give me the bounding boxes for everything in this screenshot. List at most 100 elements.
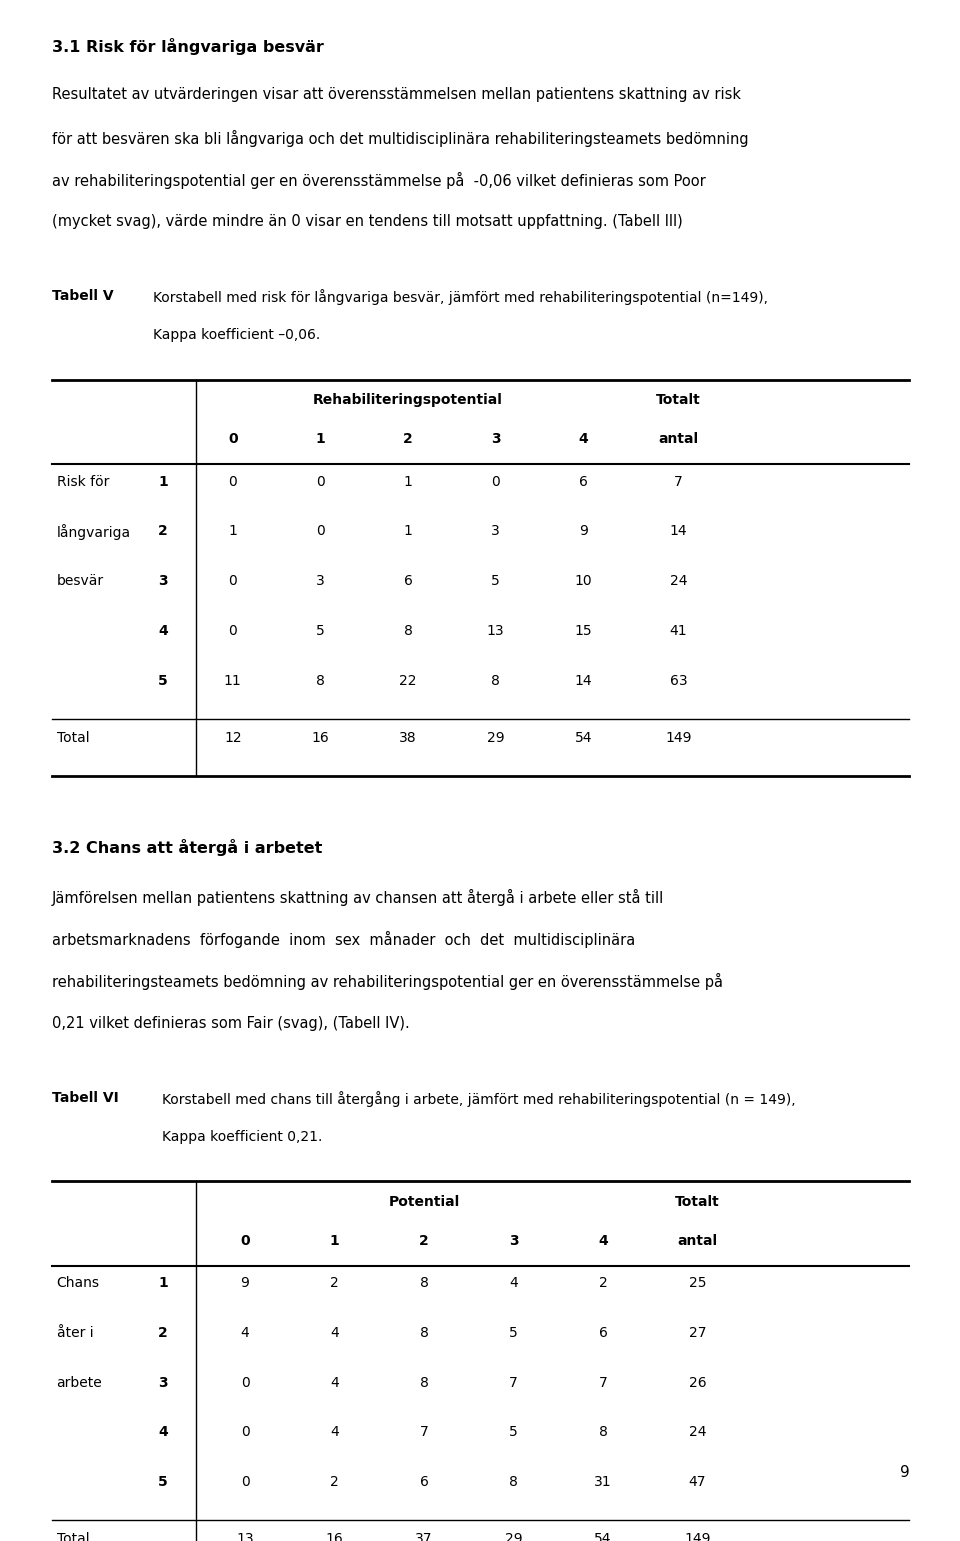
Text: 25: 25 (688, 1276, 707, 1290)
Text: 1: 1 (158, 1276, 168, 1290)
Text: 7: 7 (599, 1376, 608, 1390)
Text: 3: 3 (158, 1376, 168, 1390)
Text: 4: 4 (330, 1376, 339, 1390)
Text: Korstabell med chans till återgång i arbete, jämfört med rehabiliteringspotentia: Korstabell med chans till återgång i arb… (162, 1091, 796, 1106)
Text: 1: 1 (158, 475, 168, 488)
Text: 24: 24 (670, 575, 687, 589)
Text: 10: 10 (574, 575, 592, 589)
Text: Total: Total (57, 730, 89, 744)
Text: 0: 0 (241, 1425, 250, 1439)
Text: 2: 2 (420, 1234, 429, 1248)
Text: 0: 0 (241, 1376, 250, 1390)
Text: 15: 15 (574, 624, 592, 638)
Text: 8: 8 (403, 624, 413, 638)
Text: 11: 11 (224, 673, 242, 687)
Text: 0: 0 (228, 475, 237, 488)
Text: 0: 0 (316, 475, 324, 488)
Text: 29: 29 (505, 1532, 522, 1541)
Text: 3: 3 (491, 433, 500, 447)
Text: 5: 5 (509, 1425, 518, 1439)
Text: 4: 4 (579, 433, 588, 447)
Text: 9: 9 (241, 1276, 250, 1290)
Text: besvär: besvär (57, 575, 104, 589)
Text: 0: 0 (240, 1234, 250, 1248)
Text: 2: 2 (330, 1276, 339, 1290)
Text: 7: 7 (509, 1376, 518, 1390)
Text: av rehabiliteringspotential ger en överensstämmelse på  -0,06 vilket definieras : av rehabiliteringspotential ger en övere… (52, 171, 706, 190)
Text: 8: 8 (420, 1325, 428, 1341)
Text: 47: 47 (688, 1475, 707, 1489)
Text: 29: 29 (487, 730, 505, 744)
Text: 3: 3 (316, 575, 324, 589)
Text: 5: 5 (509, 1325, 518, 1341)
Text: 8: 8 (420, 1376, 428, 1390)
Text: 24: 24 (688, 1425, 707, 1439)
Text: rehabiliteringsteamets bedömning av rehabiliteringspotential ger en överensstämm: rehabiliteringsteamets bedömning av reha… (52, 974, 723, 991)
Text: Resultatet av utvärderingen visar att överensstämmelsen mellan patientens skattn: Resultatet av utvärderingen visar att öv… (52, 88, 741, 102)
Text: 0: 0 (241, 1475, 250, 1489)
Text: 4: 4 (158, 1425, 168, 1439)
Text: Rehabiliteringspotential: Rehabiliteringspotential (313, 393, 503, 407)
Text: Tabell V: Tabell V (52, 290, 113, 304)
Text: 1: 1 (403, 524, 413, 538)
Text: 7: 7 (674, 475, 683, 488)
Text: 12: 12 (224, 730, 242, 744)
Text: 1: 1 (403, 475, 413, 488)
Text: 5: 5 (158, 1475, 168, 1489)
Text: 149: 149 (665, 730, 692, 744)
Text: 8: 8 (492, 673, 500, 687)
Text: (mycket svag), värde mindre än 0 visar en tendens till motsatt uppfattning. (Tab: (mycket svag), värde mindre än 0 visar e… (52, 214, 683, 230)
Text: 4: 4 (330, 1425, 339, 1439)
Text: 6: 6 (599, 1325, 608, 1341)
Text: 16: 16 (312, 730, 329, 744)
Text: 14: 14 (670, 524, 687, 538)
Text: 9: 9 (579, 524, 588, 538)
Text: 0: 0 (492, 475, 500, 488)
Text: 37: 37 (416, 1532, 433, 1541)
Text: 8: 8 (316, 673, 324, 687)
Text: 1: 1 (316, 433, 325, 447)
Text: Korstabell med risk för långvariga besvär, jämfört med rehabiliteringspotential : Korstabell med risk för långvariga besvä… (153, 290, 768, 305)
Text: arbete: arbete (57, 1376, 103, 1390)
Text: Jämförelsen mellan patientens skattning av chansen att återgå i arbete eller stå: Jämförelsen mellan patientens skattning … (52, 889, 664, 906)
Text: 6: 6 (420, 1475, 428, 1489)
Text: antal: antal (659, 433, 699, 447)
Text: 3: 3 (509, 1234, 518, 1248)
Text: 4: 4 (598, 1234, 608, 1248)
Text: 54: 54 (594, 1532, 612, 1541)
Text: 41: 41 (670, 624, 687, 638)
Text: 54: 54 (575, 730, 592, 744)
Text: 22: 22 (399, 673, 417, 687)
Text: Kappa koefficient 0,21.: Kappa koefficient 0,21. (162, 1130, 323, 1143)
Text: 5: 5 (158, 673, 168, 687)
Text: 6: 6 (403, 575, 413, 589)
Text: för att besvären ska bli långvariga och det multidisciplinära rehabiliteringstea: för att besvären ska bli långvariga och … (52, 129, 749, 146)
Text: Kappa koefficient –0,06.: Kappa koefficient –0,06. (153, 328, 320, 342)
Text: 0: 0 (228, 624, 237, 638)
Text: långvariga: långvariga (57, 524, 131, 541)
Text: 2: 2 (158, 1325, 168, 1341)
Text: 5: 5 (492, 575, 500, 589)
Text: 0: 0 (228, 433, 237, 447)
Text: 2: 2 (330, 1475, 339, 1489)
Text: 9: 9 (900, 1464, 909, 1479)
Text: Totalt: Totalt (656, 393, 701, 407)
Text: 4: 4 (158, 624, 168, 638)
Text: 63: 63 (670, 673, 687, 687)
Text: 3.2 Chans att återgå i arbetet: 3.2 Chans att återgå i arbetet (52, 840, 323, 857)
Text: 31: 31 (594, 1475, 612, 1489)
Text: 13: 13 (236, 1532, 253, 1541)
Text: 16: 16 (325, 1532, 344, 1541)
Text: 14: 14 (574, 673, 592, 687)
Text: 0: 0 (316, 524, 324, 538)
Text: 4: 4 (509, 1276, 518, 1290)
Text: 27: 27 (688, 1325, 707, 1341)
Text: 4: 4 (330, 1325, 339, 1341)
Text: 2: 2 (403, 433, 413, 447)
Text: Risk för: Risk för (57, 475, 108, 488)
Text: 1: 1 (329, 1234, 340, 1248)
Text: 3: 3 (158, 575, 168, 589)
Text: 38: 38 (399, 730, 417, 744)
Text: 0: 0 (228, 575, 237, 589)
Text: Tabell VI: Tabell VI (52, 1091, 119, 1105)
